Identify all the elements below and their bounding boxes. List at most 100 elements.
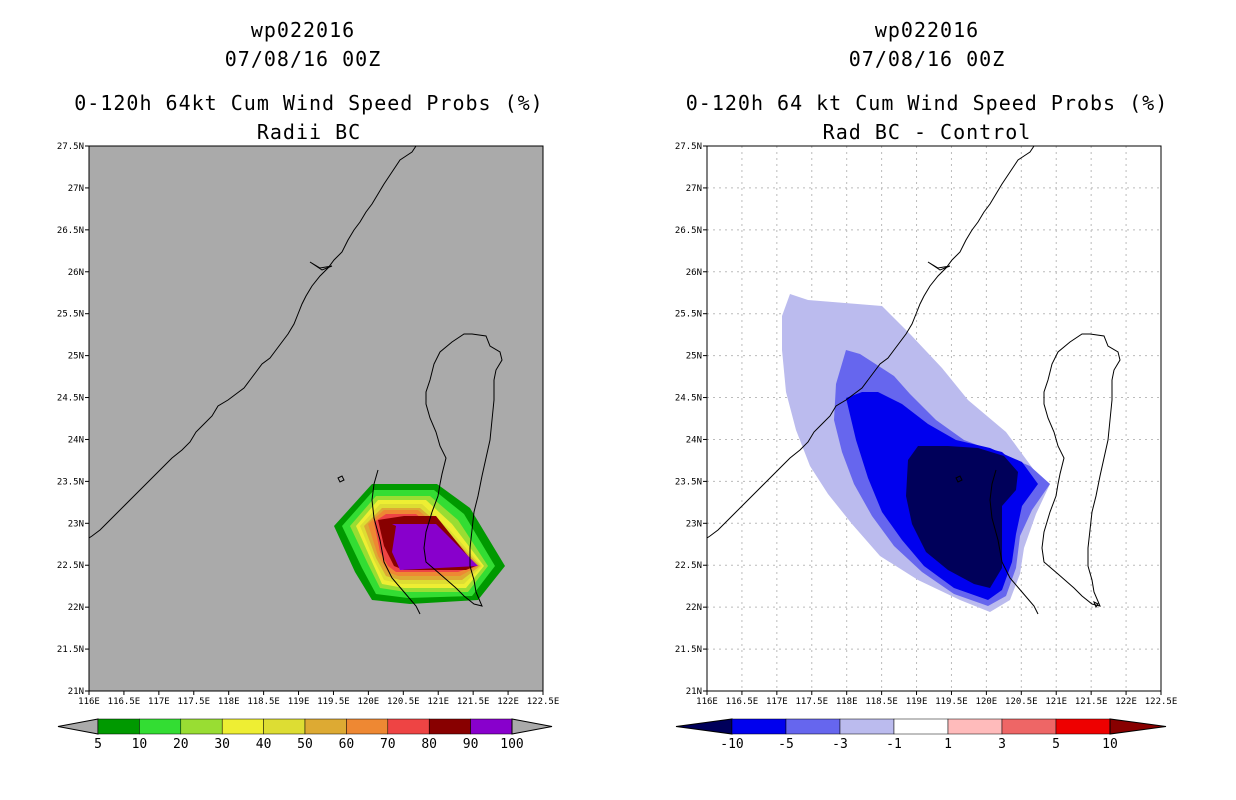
right-difference-contours — [782, 294, 1050, 612]
lat-tick-label: 27N — [686, 184, 702, 194]
colorbar-high-arrow — [1109, 718, 1167, 735]
lat-tick-label: 23N — [686, 519, 702, 529]
lat-tick-label: 26N — [686, 268, 702, 278]
left-storm-id: wp022016 — [250, 18, 356, 42]
lat-tick-label: 22.5N — [57, 561, 84, 571]
lon-tick-label: 121.5E — [457, 697, 490, 707]
colorbar-swatch — [139, 718, 182, 735]
colorbar-high-arrow — [511, 718, 553, 735]
left-map-background — [89, 146, 543, 691]
lon-tick-label: 118.5E — [865, 697, 898, 707]
lat-tick-label: 24N — [68, 435, 84, 445]
lat-tick-label: 21.5N — [675, 645, 702, 655]
lat-tick-label: 23.5N — [675, 477, 702, 487]
colorbar-swatch — [731, 718, 787, 735]
right-map-panel: wp022016 07/08/16 00Z 0-120h 64 kt Cum W… — [618, 0, 1236, 800]
colorbar-swatch — [180, 718, 223, 735]
colorbar-label: -3 — [832, 737, 848, 752]
right-lon-ticks: 116E 116.5E 117E 117.5E 118E 118.5E 119E 119.5E… — [696, 691, 1177, 707]
lon-tick-label: 122E — [1115, 697, 1137, 707]
left-title: 0-120h 64kt Cum Wind Speed Probs (%) — [74, 91, 544, 115]
lon-tick-label: 116E — [696, 697, 718, 707]
colorbar-label: 1 — [944, 737, 952, 752]
lat-tick-label: 27.5N — [57, 142, 84, 152]
colorbar-swatch — [304, 718, 347, 735]
lon-tick-label: 117.5E — [796, 697, 829, 707]
lat-tick-label: 24N — [686, 435, 702, 445]
colorbar-label: 50 — [297, 737, 313, 752]
lat-tick-label: 25.5N — [57, 310, 84, 320]
lat-tick-label: 21N — [686, 687, 702, 697]
lat-tick-label: 25N — [686, 352, 702, 362]
lon-tick-label: 121E — [427, 697, 449, 707]
lat-tick-label: 26.5N — [57, 226, 84, 236]
lat-tick-label: 22N — [686, 603, 702, 613]
colorbar-swatch — [221, 718, 264, 735]
right-map-svg: 27.5N 27N 26.5N 26N 25.5N 25N 24.5N 24N 23.5N 23N… — [675, 142, 1177, 752]
left-lon-ticks: 116E 116.5E 117E 117.5E 118E 118.5E 119E 119.5E… — [78, 691, 559, 707]
colorbar-label: 20 — [173, 737, 189, 752]
colorbar-swatch — [470, 718, 513, 735]
colorbar-label: 40 — [256, 737, 272, 752]
right-gridlines — [707, 146, 1161, 691]
lat-tick-label: 27N — [68, 184, 84, 194]
colorbar-swatch — [839, 718, 895, 735]
left-lat-ticks: 27.5N 27N 26.5N 26N 25.5N 25N 24.5N 24N 23.5N 23N… — [57, 142, 89, 697]
colorbar-label: -5 — [778, 737, 794, 752]
lat-tick-label: 24.5N — [57, 394, 84, 404]
colorbar-label: 100 — [500, 737, 523, 752]
colorbar-label: -10 — [720, 737, 743, 752]
lon-tick-label: 120E — [358, 697, 380, 707]
lon-tick-label: 119E — [906, 697, 928, 707]
lon-tick-label: 119.5E — [935, 697, 968, 707]
left-colorbar: 5 10 20 30 40 50 60 70 80 90 100 — [57, 718, 553, 752]
colorbar-label: 90 — [463, 737, 479, 752]
colorbar-label: 30 — [214, 737, 230, 752]
lat-tick-label: 25N — [68, 352, 84, 362]
lat-tick-label: 23.5N — [57, 477, 84, 487]
colorbar-label: 5 — [94, 737, 102, 752]
colorbar-swatch — [947, 718, 1003, 735]
lon-tick-label: 118E — [836, 697, 858, 707]
lat-tick-label: 26N — [68, 268, 84, 278]
lon-tick-label: 116.5E — [726, 697, 759, 707]
lat-tick-label: 21.5N — [57, 645, 84, 655]
lon-tick-label: 117E — [148, 697, 170, 707]
lon-tick-label: 122E — [497, 697, 519, 707]
colorbar-swatch — [387, 718, 430, 735]
colorbar-low-arrow — [675, 718, 733, 735]
lat-tick-label: 25.5N — [675, 310, 702, 320]
colorbar-label: 80 — [421, 737, 437, 752]
lon-tick-label: 121.5E — [1075, 697, 1108, 707]
colorbar-swatch — [1055, 718, 1111, 735]
left-map-panel: wp022016 07/08/16 00Z 0-120h 64kt Cum Wi… — [57, 18, 559, 752]
lon-tick-label: 119.5E — [317, 697, 350, 707]
lon-tick-label: 116E — [78, 697, 100, 707]
lat-tick-label: 24.5N — [675, 394, 702, 404]
colorbar-label: 5 — [1052, 737, 1060, 752]
lon-tick-label: 122.5E — [527, 697, 560, 707]
right-colorbar: -10 -5 -3 -1 1 3 5 10 — [675, 718, 1167, 752]
right-title: 0-120h 64 kt Cum Wind Speed Probs (%) — [685, 91, 1169, 115]
lat-tick-label: 22.5N — [675, 561, 702, 571]
colorbar-low-arrow — [57, 718, 99, 735]
left-probability-contours — [334, 484, 505, 604]
lon-tick-label: 120.5E — [387, 697, 420, 707]
lon-tick-label: 118E — [218, 697, 240, 707]
lat-tick-label: 21N — [68, 687, 84, 697]
left-date: 07/08/16 00Z — [224, 47, 382, 71]
lon-tick-label: 120.5E — [1005, 697, 1038, 707]
right-date: 07/08/16 00Z — [848, 47, 1006, 71]
colorbar-swatch — [428, 718, 471, 735]
lon-tick-label: 116.5E — [108, 697, 141, 707]
colorbar-swatch — [97, 718, 140, 735]
lat-tick-label: 27.5N — [675, 142, 702, 152]
colorbar-label: 10 — [132, 737, 148, 752]
colorbar-label: 3 — [998, 737, 1006, 752]
right-map-frame — [706, 145, 1162, 692]
lat-tick-label: 23N — [68, 519, 84, 529]
colorbar-swatch — [785, 718, 841, 735]
lon-tick-label: 118.5E — [247, 697, 280, 707]
lat-tick-label: 26.5N — [675, 226, 702, 236]
colorbar-label: -1 — [886, 737, 902, 752]
